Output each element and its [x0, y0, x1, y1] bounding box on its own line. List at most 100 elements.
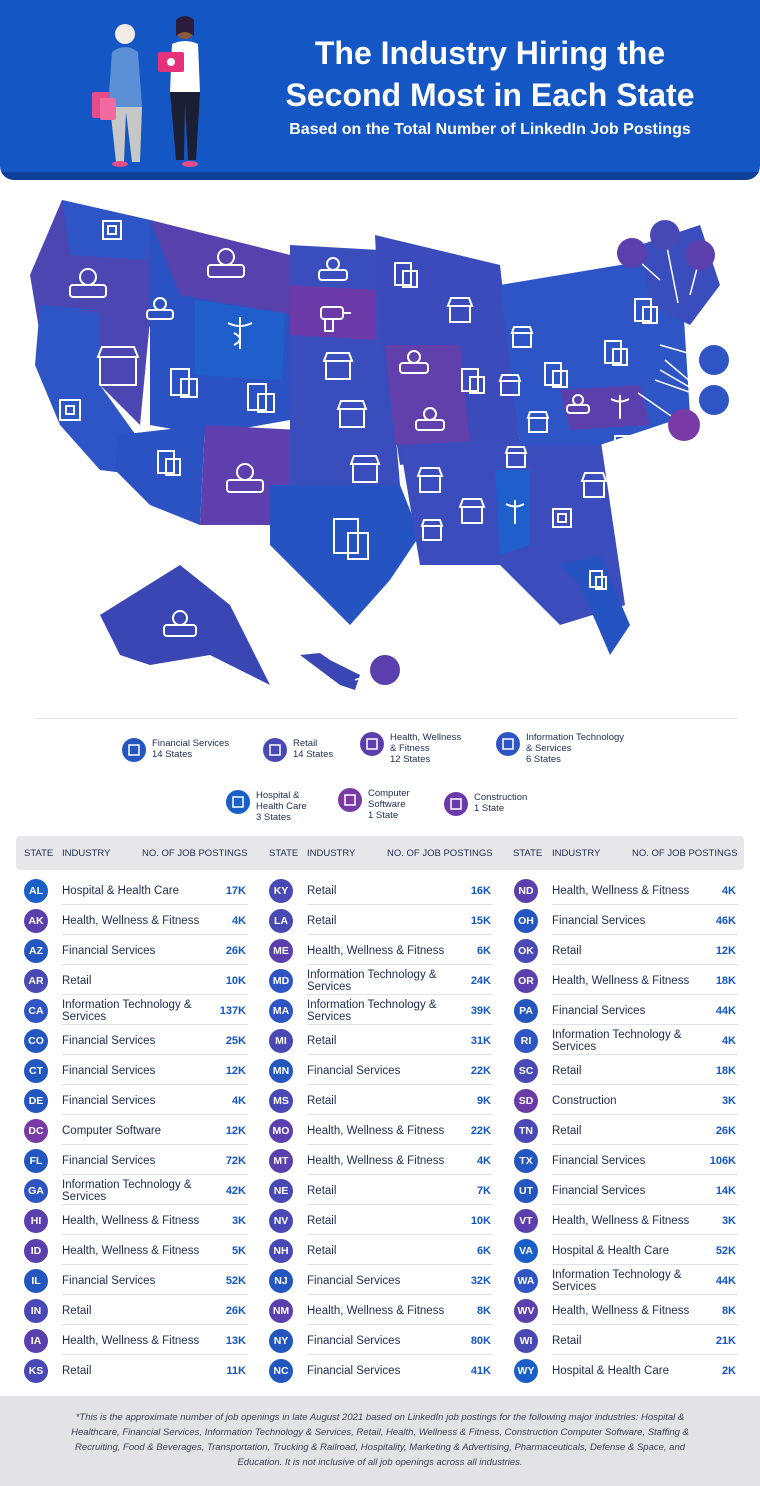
row-divider	[62, 1084, 248, 1085]
row-divider	[62, 1264, 248, 1265]
storefront-icon	[458, 498, 486, 524]
legend-label: Computer Software	[368, 788, 410, 810]
row-divider	[307, 1114, 493, 1115]
industry-name: Information Technology & Services	[307, 999, 437, 1023]
job-postings-value: 9K	[476, 1095, 491, 1107]
industry-name: Retail	[307, 915, 337, 927]
industry-name: Financial Services	[552, 915, 646, 927]
legend-item: Financial Services 14 States	[122, 738, 229, 762]
table-row: AR Retail 10K	[24, 966, 250, 996]
apple-scale-icon	[360, 732, 384, 756]
state-badge: VT	[514, 1209, 538, 1233]
legend-count: 12 States	[390, 754, 431, 765]
job-postings-value: 8K	[476, 1305, 491, 1317]
industry-name: Financial Services	[62, 1275, 156, 1287]
row-divider	[307, 1264, 493, 1265]
job-postings-value: 24K	[470, 975, 491, 987]
row-divider	[552, 994, 738, 995]
industry-name: Retail	[552, 1335, 582, 1347]
row-divider	[307, 1054, 493, 1055]
caduceus-icon	[610, 395, 630, 419]
legend-label: Retail	[293, 738, 318, 749]
storefront-icon	[336, 400, 368, 428]
row-divider	[552, 1054, 738, 1055]
microchip-icon	[552, 508, 572, 528]
table-row: CT Financial Services 12K	[24, 1056, 250, 1086]
row-divider	[62, 1204, 248, 1205]
job-postings-value: 5K	[231, 1245, 246, 1257]
apple-scale-icon	[146, 297, 174, 320]
footer	[0, 1396, 760, 1486]
callout-me	[685, 240, 715, 270]
financial-document-icon	[589, 570, 607, 590]
job-postings-value: 80K	[470, 1335, 491, 1347]
apple-scale-icon	[318, 257, 348, 281]
header-banner: The Industry Hiring the Second Most in E…	[0, 0, 760, 180]
storefront-icon	[498, 374, 522, 396]
state-badge: NE	[269, 1179, 293, 1203]
job-postings-value: 10K	[470, 1215, 491, 1227]
row-divider	[552, 1174, 738, 1175]
industry-name: Financial Services	[552, 1185, 646, 1197]
job-postings-value: 18K	[715, 975, 736, 987]
table-row: DE Financial Services 4K	[24, 1086, 250, 1116]
state-badge: MI	[269, 1029, 293, 1053]
industry-name: Retail	[552, 1125, 582, 1137]
industry-name: Retail	[62, 975, 92, 987]
job-postings-value: 4K	[476, 1155, 491, 1167]
industry-name: Financial Services	[552, 1005, 646, 1017]
financial-document-icon	[634, 298, 658, 324]
industry-name: Financial Services	[307, 1065, 401, 1077]
table-row: ND Health, Wellness & Fitness 4K	[514, 876, 740, 906]
table-row: TN Retail 26K	[514, 1116, 740, 1146]
job-postings-value: 17K	[225, 885, 246, 897]
job-postings-value: 14K	[715, 1185, 736, 1197]
state-badge: VA	[514, 1239, 538, 1263]
legend-item: Construction 1 State	[444, 792, 527, 816]
drill-icon	[444, 792, 468, 816]
industry-name: Retail	[552, 1065, 582, 1077]
state-badge: SC	[514, 1059, 538, 1083]
state-badge: KY	[269, 879, 293, 903]
row-divider	[552, 1354, 738, 1355]
job-postings-value: 41K	[470, 1365, 491, 1377]
header-underline	[0, 172, 760, 180]
region-arizona	[115, 425, 205, 525]
state-badge: AZ	[24, 939, 48, 963]
row-divider	[62, 964, 248, 965]
table-row: IL Financial Services 52K	[24, 1266, 250, 1296]
table-row: MT Health, Wellness & Fitness 4K	[269, 1146, 495, 1176]
job-postings-value: 46K	[715, 915, 736, 927]
header-industry-3: INDUSTRY	[552, 848, 601, 859]
industry-name: Hospital & Health Care	[552, 1365, 669, 1377]
legend-label: Information Technology & Services	[526, 732, 625, 754]
job-postings-value: 6K	[476, 1245, 491, 1257]
caduceus-icon	[227, 317, 253, 349]
state-badge: AR	[24, 969, 48, 993]
table-row: FL Financial Services 72K	[24, 1146, 250, 1176]
legend-count: 14 States	[152, 749, 193, 760]
industry-name: Health, Wellness & Fitness	[552, 975, 690, 987]
row-divider	[62, 1114, 248, 1115]
state-badge: MS	[269, 1089, 293, 1113]
industry-name: Health, Wellness & Fitness	[307, 945, 445, 957]
header-industry-1: INDUSTRY	[62, 848, 111, 859]
storefront-icon	[446, 297, 474, 323]
industry-name: Retail	[552, 945, 582, 957]
legend-count: 1 State	[368, 810, 399, 821]
state-badge: DC	[24, 1119, 48, 1143]
table-row: PA Financial Services 44K	[514, 996, 740, 1026]
page-subtitle: Based on the Total Number of LinkedIn Jo…	[289, 121, 691, 138]
region-florida	[560, 555, 630, 655]
table-row: MO Health, Wellness & Fitness 22K	[269, 1116, 495, 1146]
table-row: ME Health, Wellness & Fitness 6K	[269, 936, 495, 966]
state-badge: MT	[269, 1149, 293, 1173]
shoppers-illustration	[92, 16, 200, 167]
legend-count: 1 State	[474, 803, 505, 814]
state-badge: IL	[24, 1269, 48, 1293]
header-state-2: STATE	[269, 848, 299, 859]
industry-name: Health, Wellness & Fitness	[62, 1335, 200, 1347]
title-line-2: Second Most in Each State	[285, 77, 695, 113]
table-row: VA Hospital & Health Care 52K	[514, 1236, 740, 1266]
legend-item: Health, Wellness & Fitness 12 States	[360, 732, 461, 765]
